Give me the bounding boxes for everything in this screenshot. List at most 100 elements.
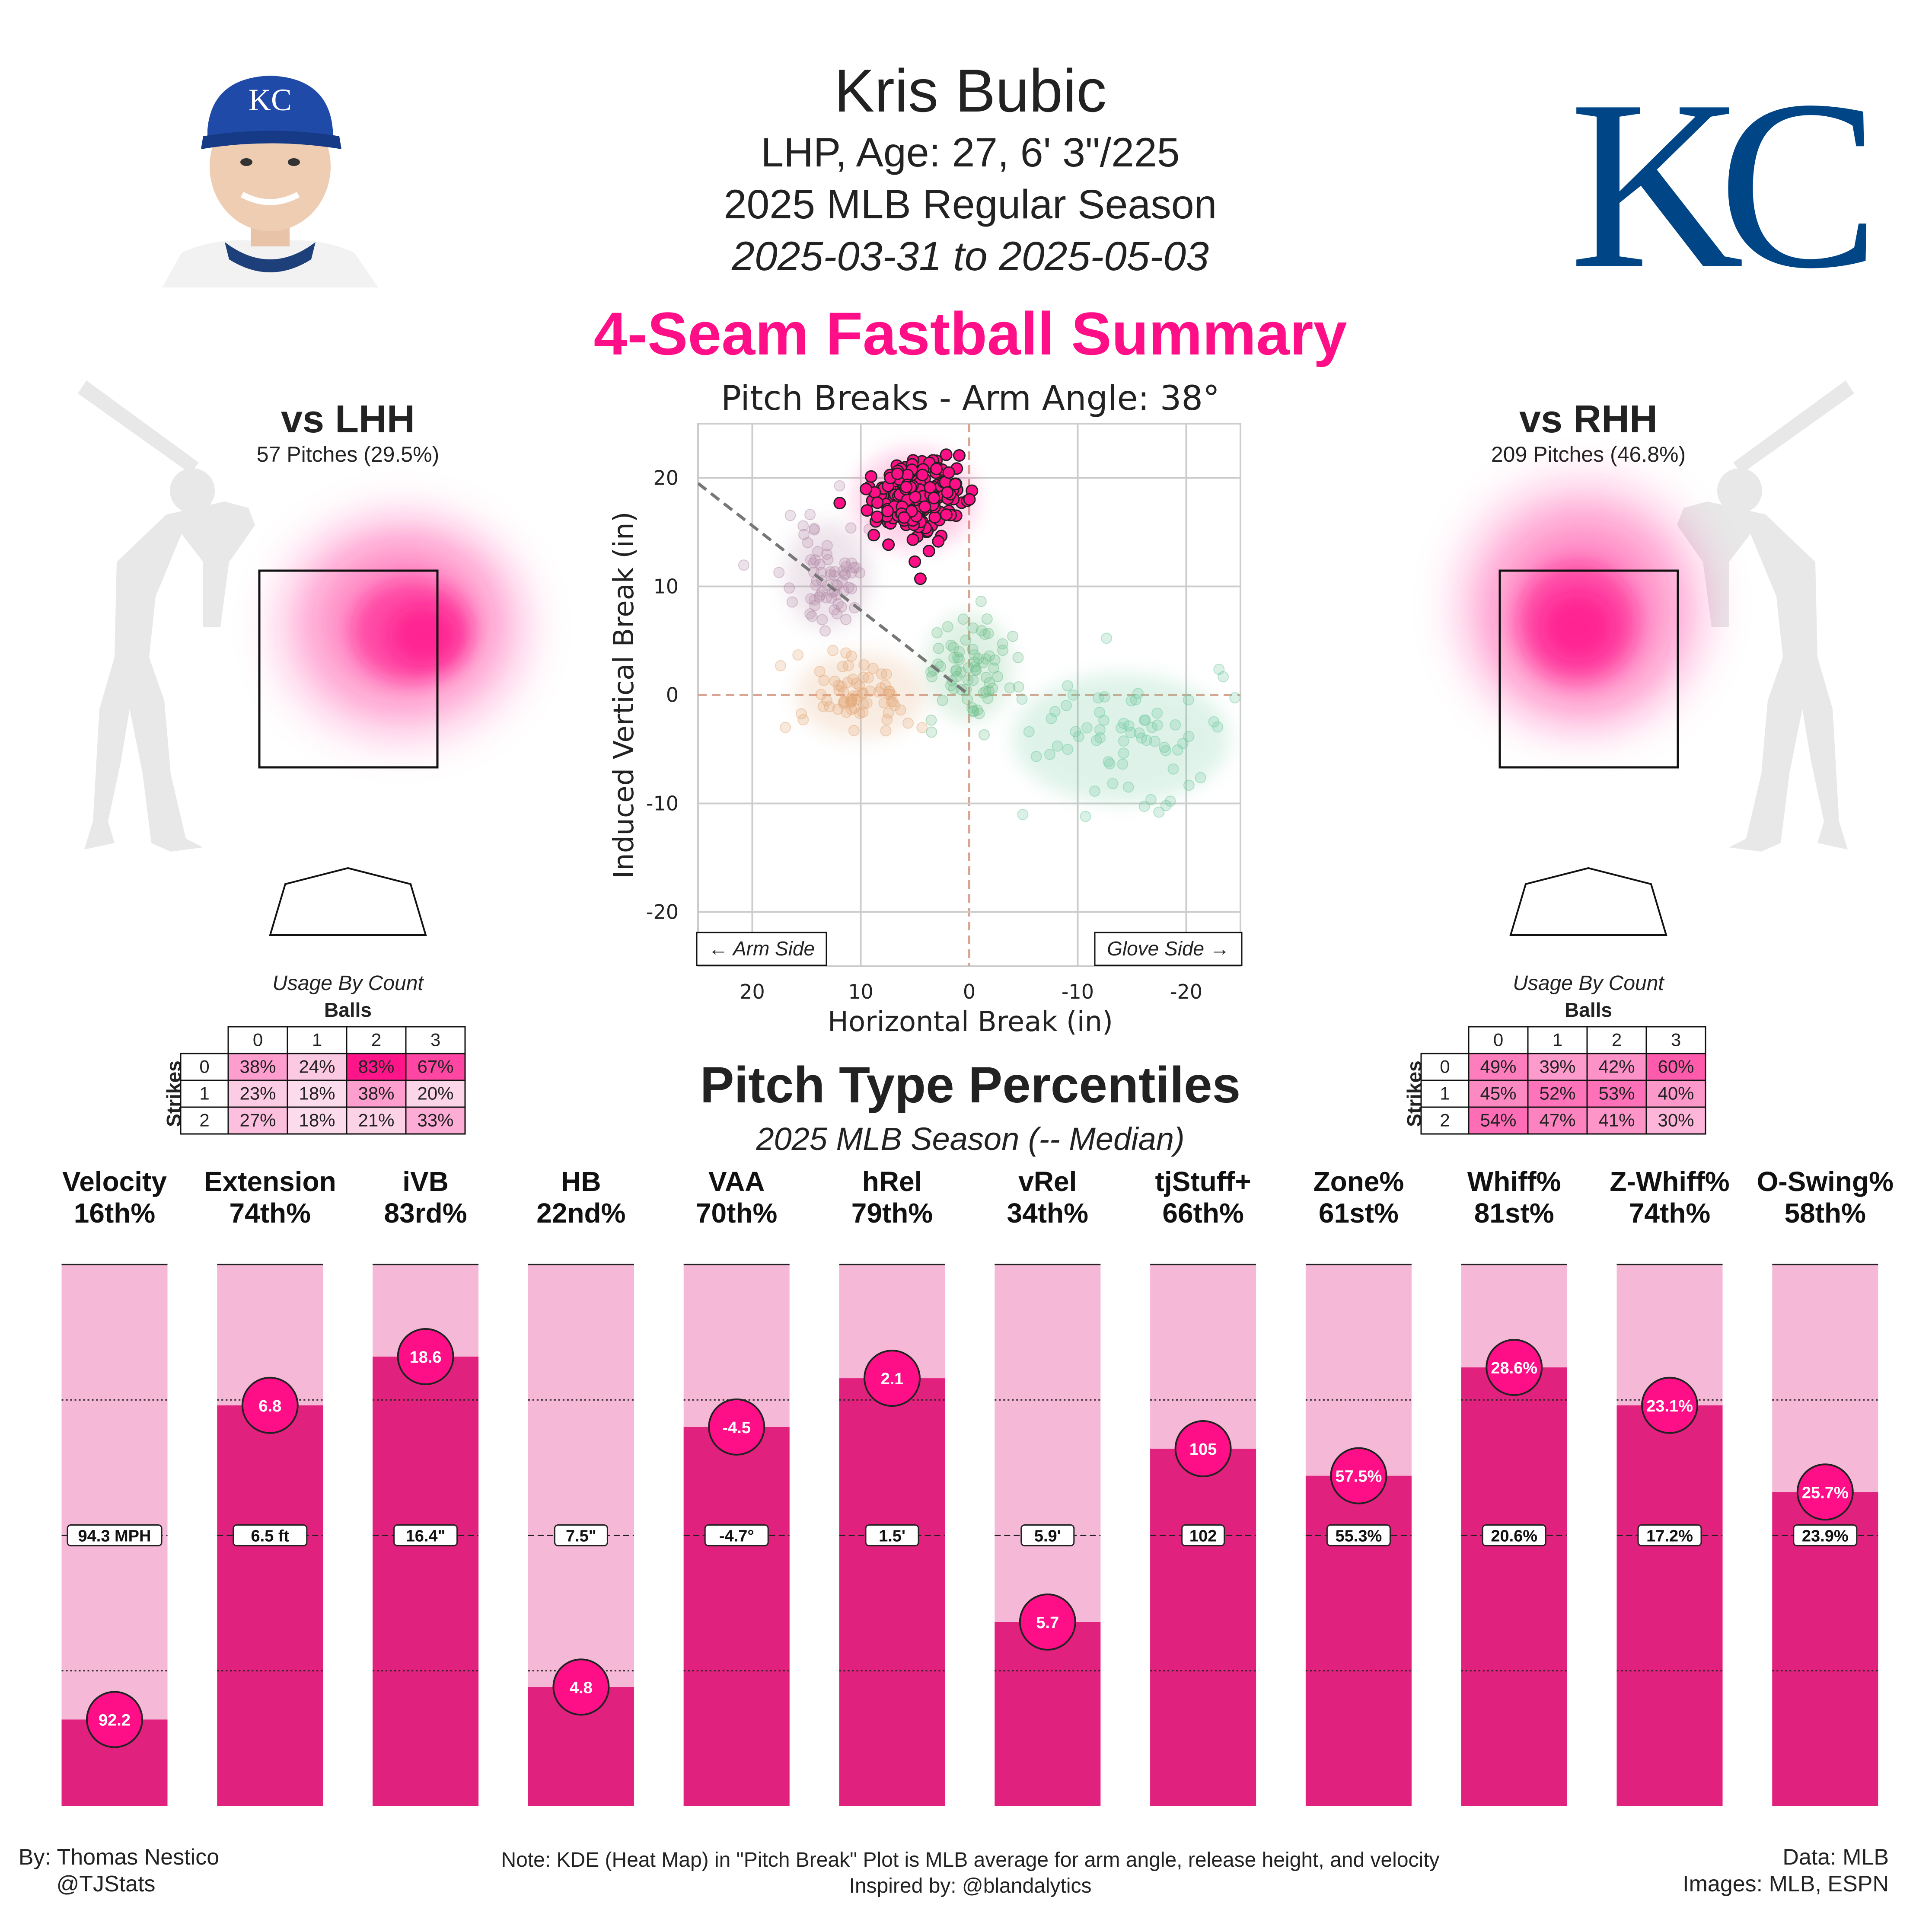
cluster-point [786, 596, 798, 608]
median-label: 94.3 MPH [78, 1527, 151, 1546]
rhh-balls-label: Balls [1565, 999, 1612, 1021]
usage-cell [1527, 1106, 1588, 1135]
glove-side-box: Glove Side → [1094, 932, 1243, 966]
season-label: 2025 MLB Regular Season [724, 182, 1217, 227]
cluster-point [980, 686, 992, 697]
cluster-point [1263, 847, 1273, 857]
cluster-point [972, 704, 983, 716]
cluster-point [984, 650, 995, 662]
cluster-point [1099, 691, 1110, 703]
lhh-heatmap [277, 514, 527, 739]
footer-note: Note: KDE (Heat Map) in "Pitch Break" Pl… [501, 1849, 1439, 1871]
cluster-point [846, 567, 858, 579]
cluster-point [861, 697, 873, 709]
value-marker [1796, 1463, 1854, 1521]
x-tick-label: -10 [1062, 980, 1094, 1003]
cluster-point [1195, 772, 1206, 783]
cluster-point [1213, 664, 1225, 675]
cluster-point [1212, 721, 1224, 733]
value-marker [864, 1350, 921, 1407]
cluster-point [775, 660, 787, 671]
cluster-point [809, 594, 820, 606]
median-label-box [1637, 1524, 1702, 1546]
cluster-point [1073, 731, 1084, 742]
cluster-point [812, 546, 823, 557]
value-marker [552, 1658, 610, 1716]
ball-header-cell [1586, 1026, 1647, 1054]
cluster-point [829, 675, 841, 687]
player-bio: LHP, Age: 27, 6' 3"/225 [761, 130, 1180, 176]
usage-value: 24% [299, 1057, 335, 1077]
cluster-point [925, 714, 937, 726]
cluster-point [857, 687, 869, 699]
median-label: 1.5' [879, 1527, 905, 1546]
cluster-point [883, 685, 895, 697]
cluster-point [829, 570, 840, 581]
cluster-point [878, 697, 890, 709]
x-axis-label: Horizontal Break (in) [828, 1006, 1113, 1038]
cluster-point [834, 480, 845, 492]
cluster-point [829, 566, 841, 578]
x-tick-label: 0 [963, 980, 976, 1003]
cluster-point [986, 682, 998, 694]
strike-header-cell [180, 1079, 229, 1108]
fastball-point [870, 510, 883, 523]
fastball-points [833, 448, 979, 585]
cluster-point [784, 582, 795, 594]
cluster-point [983, 685, 995, 697]
rhh-title: vs RHH [1519, 398, 1658, 441]
percentile-bar-fill [995, 1622, 1101, 1806]
usage-cell [227, 1053, 288, 1081]
footer-author: By: Thomas Nestico [19, 1845, 219, 1870]
cluster-point [902, 717, 914, 729]
cluster-point [843, 581, 854, 593]
cluster-point [1136, 732, 1148, 744]
median-label: 102 [1189, 1527, 1217, 1546]
cluster-point [1017, 809, 1029, 821]
cluster-point [1183, 731, 1195, 742]
median-label: 17.2% [1646, 1527, 1693, 1546]
metric-name: Whiff% [1467, 1166, 1561, 1197]
fastball-point [897, 511, 910, 524]
cluster-point [836, 576, 848, 588]
cluster-point [1023, 726, 1035, 738]
cluster-point [1172, 744, 1183, 756]
cluster-point [1118, 718, 1129, 729]
glove-side-label: Glove Side → [1107, 937, 1230, 960]
median-label: 5.9' [1034, 1527, 1061, 1546]
metric-name: Zone% [1314, 1166, 1404, 1197]
fastball-point [867, 529, 880, 542]
ball-header-text: 1 [1553, 1030, 1562, 1050]
cluster-point [1094, 724, 1106, 736]
cluster-point [851, 694, 862, 706]
cluster-point [1183, 694, 1194, 706]
percentile-bar-fill [217, 1405, 323, 1806]
arm-side-label: ← Arm Side [708, 937, 815, 960]
cluster-point [832, 579, 843, 591]
cluster-point [876, 668, 887, 680]
cluster-point [846, 693, 858, 705]
cluster-point [820, 592, 832, 604]
lhh-pitch-count: 57 Pitches (29.5%) [257, 442, 439, 466]
cluster-point [842, 660, 854, 671]
median-label: 20.6% [1491, 1527, 1537, 1546]
date-range: 2025-03-31 to 2025-05-03 [731, 233, 1209, 279]
cluster-point [1046, 713, 1057, 725]
lhh-home-plate [269, 867, 427, 936]
cluster-point [970, 664, 982, 676]
strike-header-text: 2 [199, 1110, 209, 1130]
usage-cell [346, 1079, 407, 1108]
cluster-point [840, 613, 851, 625]
cluster-point [980, 653, 992, 665]
y-tick-label: -20 [646, 901, 679, 924]
value-marker [1330, 1447, 1387, 1504]
cluster-point [886, 689, 897, 701]
cluster-point [847, 674, 859, 685]
cluster-point [831, 608, 843, 620]
cluster-point [950, 665, 962, 677]
cluster-point [818, 674, 830, 686]
rhh-home-plate [1509, 867, 1667, 936]
value-marker [1486, 1339, 1543, 1396]
strike-header-text: 0 [199, 1057, 209, 1077]
